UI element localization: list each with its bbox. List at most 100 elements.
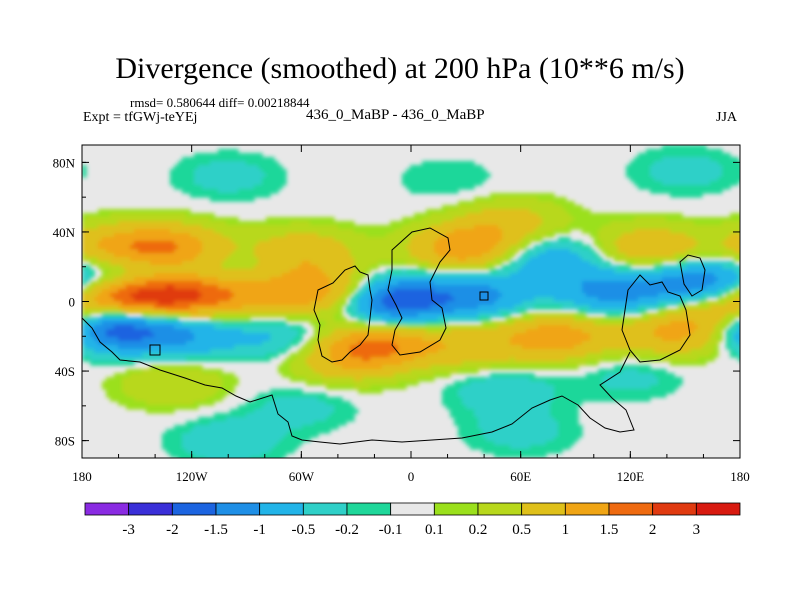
field-cell [210,281,215,286]
field-cell [278,245,283,250]
field-cell [182,165,187,170]
experiment-names: 436_0_MaBP - 436_0_MaBP [306,107,485,123]
field-cell [326,225,331,230]
field-cell [238,233,243,238]
field-cell [106,333,111,338]
field-cell [246,417,251,422]
field-cell [394,333,399,338]
field-cell [286,445,291,450]
field-cell [198,221,203,226]
field-cell [362,369,367,374]
field-cell [394,321,399,326]
field-cell [106,209,111,214]
field-cell [346,285,351,290]
field-cell [258,321,263,326]
field-cell [190,437,195,442]
field-cell [150,389,155,394]
field-cell [226,449,231,454]
field-cell [318,309,323,314]
field-cell [90,261,95,266]
field-cell [234,185,239,190]
field-cell [398,317,403,322]
field-cell [362,273,367,278]
field-cell [326,413,331,418]
field-cell [286,405,291,410]
field-cell [206,385,211,390]
field-cell [214,353,219,358]
field-cell [110,361,115,366]
field-cell [450,185,455,190]
field-cell [234,429,239,434]
field-cell [182,429,187,434]
field-cell [306,257,311,262]
field-cell [166,341,171,346]
field-cell [94,329,99,334]
field-cell [386,277,391,282]
field-cell [94,301,99,306]
field-cell [242,305,247,310]
field-cell [430,245,435,250]
field-cell [190,369,195,374]
field-cell [270,397,275,402]
field-cell [418,341,423,346]
field-cell [162,225,167,230]
field-cell [114,269,119,274]
field-cell [182,265,187,270]
field-cell [434,353,439,358]
field-cell [94,213,99,218]
field-cell [346,221,351,226]
field-cell [302,425,307,430]
field-cell [138,377,143,382]
field-cell [278,177,283,182]
field-cell [250,257,255,262]
field-cell [198,345,203,350]
field-cell [266,221,271,226]
field-cell [338,229,343,234]
field-cell [306,261,311,266]
field-cell [338,397,343,402]
field-cell [246,197,251,202]
field-cell [354,225,359,230]
field-cell [182,261,187,266]
field-cell [274,173,279,178]
field-cell [182,345,187,350]
field-cell [214,261,219,266]
field-cell [82,297,87,302]
field-cell [338,317,343,322]
field-cell [166,237,171,242]
field-cell [130,381,135,386]
field-cell [230,353,235,358]
field-cell [142,285,147,290]
field-cell [102,217,107,222]
field-cell [242,357,247,362]
field-cell [250,325,255,330]
field-cell [414,221,419,226]
field-cell [462,249,467,254]
field-cell [262,397,267,402]
field-cell [266,429,271,434]
field-cell [154,253,159,258]
field-cell [206,313,211,318]
field-cell [250,421,255,426]
field-cell [246,305,251,310]
field-cell [326,349,331,354]
field-cell [210,165,215,170]
field-cell [126,253,131,258]
field-cell [218,425,223,430]
field-cell [334,297,339,302]
field-cell [370,309,375,314]
field-cell [210,357,215,362]
field-cell [450,349,455,354]
field-cell [238,297,243,302]
field-cell [118,277,123,282]
field-cell [154,301,159,306]
field-cell [182,237,187,242]
field-cell [262,177,267,182]
field-cell [458,433,463,438]
field-cell [142,345,147,350]
field-cell [454,365,459,370]
field-cell [198,301,203,306]
field-cell [206,321,211,326]
field-cell [302,397,307,402]
field-cell [242,161,247,166]
